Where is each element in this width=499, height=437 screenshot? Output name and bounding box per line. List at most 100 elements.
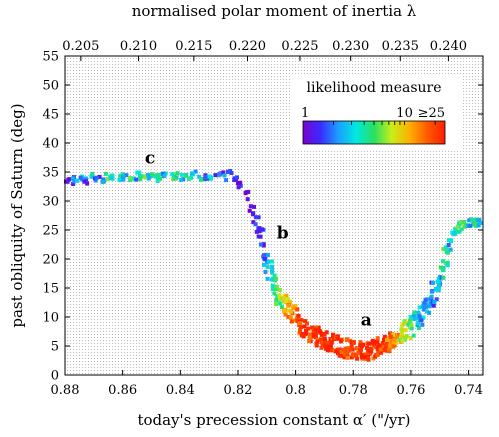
scatter-point [415,323,420,328]
scatter-point [402,338,407,343]
y-tick-label: 50 [42,79,59,94]
scatter-point [155,175,160,180]
x2-axis-label: normalised polar moment of inertia λ [132,2,417,20]
scatter-point [345,350,350,355]
scatter-point [281,309,286,314]
scatter-point [402,319,407,324]
scatter-point [265,276,270,281]
scatter-point [277,288,282,292]
x2-tick-label: 0.235 [382,39,419,54]
scatter-point [461,220,466,225]
scatter-point [261,243,266,248]
scatter-point [412,310,417,315]
scatter-point [423,305,428,310]
scatter-point [299,325,304,330]
scatter-point [72,179,77,184]
legend-title: likelihood measure [306,80,441,96]
scatter-point [199,177,203,182]
scatter-point [446,238,451,243]
scatter-point [82,179,87,184]
scatter-point [293,303,298,308]
scatter-point [395,335,399,340]
scatter-point [121,174,126,179]
scatter-point [274,276,279,281]
scatter-point [238,183,243,188]
scatter-point [281,296,286,300]
scatter-point [377,343,382,348]
scatter-point [432,300,437,304]
x-tick-label: 0.8 [285,383,306,398]
scatter-point [438,265,443,270]
scatter-point [319,345,324,350]
scatter-point [93,178,98,183]
scatter-point [343,346,348,351]
scatter-point [441,247,446,252]
scatter-point [375,353,380,357]
scatter-point [385,340,390,345]
scatter-point [324,330,329,335]
scatter-point [307,339,312,343]
scatter-point [251,220,256,225]
scatter-point [434,287,438,291]
scatter-point [258,242,263,247]
scatter-point [286,297,290,302]
scatter-point [417,314,422,319]
scatter-point [369,346,374,351]
scatter-point [358,340,363,345]
scatter-point [272,273,277,278]
scatter-point [266,253,270,258]
scatter-point [429,294,434,299]
annotation-a: a [361,311,372,331]
scatter-point [409,326,414,331]
scatter-point [229,171,234,175]
scatter-point [411,333,416,338]
scatter-point [295,318,300,323]
scatter-point [65,179,70,184]
y-tick-label: 45 [42,108,59,123]
plot-frame: 0 5 10 15 20 25 30 35 40 45 50 55 0.88 0.86 0.84 0.82 0.… [42,39,484,398]
scatter-point [469,218,474,223]
scatter-point [462,224,467,229]
scatter-point [408,318,412,323]
legend: likelihood measure 1 10 ≥25 [291,74,461,149]
scatter-point [356,350,361,355]
x-tick-label: 0.84 [166,383,195,398]
scatter-point [291,306,296,311]
scatter-point [465,223,470,228]
scatter-point [105,177,110,182]
scatter-point [451,232,456,237]
scatter-point [388,334,393,339]
scatter-point [190,171,195,176]
annotation-c: c [145,148,155,168]
scatter-point [382,334,387,339]
scatter-point [274,284,279,289]
scatter-point [235,175,239,180]
scatter-point [170,172,175,177]
scatter-point [339,350,344,354]
scatter-point [138,177,143,182]
scatter-point [179,172,184,177]
scatter-point [314,325,319,330]
scatter-point [379,350,384,355]
scatter-point [382,348,387,353]
scatter-point [478,221,483,225]
scatter-point [272,291,277,296]
scatter-point [161,171,166,176]
scatter-point [66,177,71,182]
scatter-point [388,343,393,348]
scatter-point [363,352,368,357]
scatter-point [256,226,261,231]
scatter-point [265,264,270,269]
y-axis-label: past obliquity of Saturn (deg) [8,103,26,327]
scatter-point [435,279,440,284]
scatter-point [440,268,445,273]
x2-tick-label: 0.205 [62,39,99,54]
scatter-point [155,179,160,183]
scatter-point [289,309,293,314]
scatter-point [311,330,316,334]
scatter-point [262,262,266,267]
scatter-point [189,175,194,180]
y-tick-label: 20 [42,253,59,268]
scatter-point [441,275,446,280]
scatter-point [269,259,274,264]
